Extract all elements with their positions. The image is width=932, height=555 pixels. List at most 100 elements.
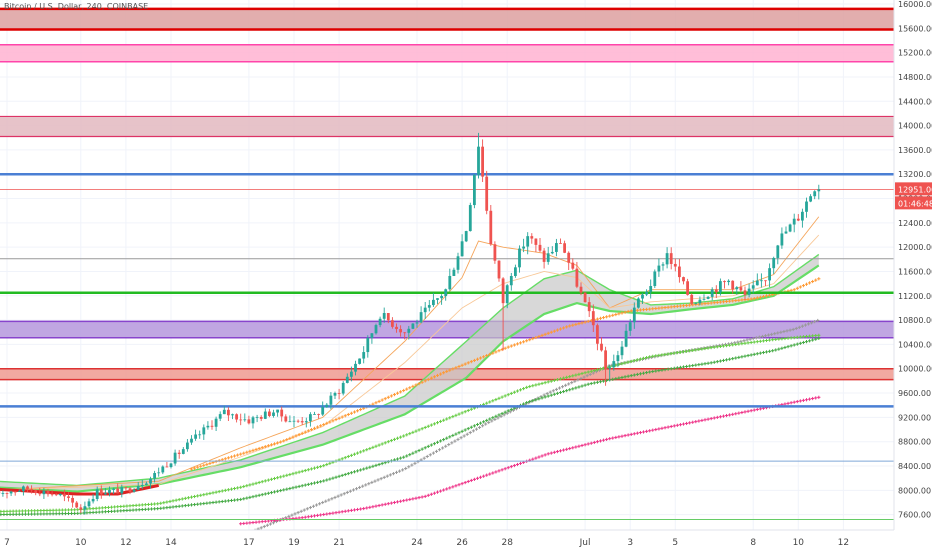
candle-body [375, 325, 378, 333]
candle-body [108, 490, 111, 493]
candle-body [211, 426, 214, 427]
candle-body [129, 488, 132, 492]
candle-body [383, 313, 386, 319]
candle-body [166, 467, 169, 468]
candle-body [428, 305, 431, 308]
candle-body [141, 485, 144, 486]
candle-body [358, 359, 361, 364]
countdown-label: 01:46:48 [898, 199, 932, 208]
candle-body [473, 175, 476, 205]
candle-body [481, 147, 484, 177]
candle-body [760, 280, 763, 281]
time-tick-label: 26 [456, 538, 468, 548]
price-tick-label: 15200.00 [898, 49, 932, 58]
time-tick-label: 21 [333, 538, 344, 548]
candle-body [350, 372, 353, 377]
candle-body [625, 331, 628, 347]
candle-body [776, 245, 779, 257]
candle-body [14, 492, 17, 493]
candle-body [75, 503, 78, 508]
price-tick-label: 11600.00 [898, 267, 932, 276]
symbol-title: Bitcoin / U.S. Dollar, 240, COINBASE [4, 2, 148, 11]
zone-rect [0, 9, 894, 30]
candle-body [235, 414, 238, 419]
candle-body [379, 319, 382, 325]
candle-body [629, 322, 632, 331]
candle-body [489, 211, 492, 244]
candle-body [600, 344, 603, 351]
time-tick-label: Jul [579, 538, 591, 548]
candle-body [498, 261, 501, 279]
time-tick-label: 28 [501, 538, 513, 548]
horizontal-lines-layer [0, 174, 894, 519]
candle-body [26, 486, 29, 489]
time-tick-label: 19 [288, 538, 300, 548]
candle-body [67, 496, 70, 498]
candle-body [182, 449, 185, 454]
candle-body [748, 289, 751, 295]
candle-body [43, 491, 46, 494]
candle-body [133, 490, 136, 492]
price-tick-label: 15600.00 [898, 24, 932, 33]
candle-body [457, 256, 460, 269]
candle-body [330, 396, 333, 405]
candle-body [190, 439, 193, 443]
candle-body [47, 491, 50, 494]
candle-body [448, 276, 451, 289]
candle-body [403, 332, 406, 333]
candle-body [104, 493, 107, 494]
candle-body [571, 263, 574, 269]
candle-body [633, 308, 636, 323]
candle-body [674, 264, 677, 267]
candle-body [71, 498, 74, 503]
candle-body [354, 364, 357, 372]
candle-body [526, 236, 529, 246]
candle-body [153, 473, 156, 479]
time-tick-label: 10 [75, 538, 87, 548]
candle-body [547, 253, 550, 262]
candle-body [198, 434, 201, 435]
grid-lines [0, 0, 894, 530]
candle-body [227, 410, 230, 415]
candle-body [453, 270, 456, 276]
price-tick-label: 9600.00 [898, 389, 931, 398]
candle-body [444, 289, 447, 296]
candle-body [539, 245, 542, 251]
price-axis[interactable]: 16000.0015600.0015200.0014800.0014400.00… [894, 0, 932, 550]
candle-body [22, 486, 25, 491]
candle-body [338, 393, 341, 394]
candle-body [576, 269, 579, 287]
candle-body [387, 313, 390, 320]
candle-body [555, 243, 558, 252]
candle-body [711, 289, 714, 297]
candle-body [280, 410, 283, 417]
price-tick-label: 7600.00 [898, 511, 931, 520]
candle-body [658, 266, 661, 272]
time-tick-label: 5 [672, 538, 678, 548]
candle-body [793, 219, 796, 225]
price-tick-label: 8000.00 [898, 486, 931, 495]
candle-body [662, 264, 665, 265]
candle-body [395, 327, 398, 329]
candle-body [293, 421, 296, 422]
zones-layer [0, 9, 894, 380]
time-tick-label: 24 [411, 538, 423, 548]
candle-body [325, 405, 328, 407]
candle-body [535, 239, 538, 245]
candle-body [252, 417, 255, 423]
candle-body [715, 289, 718, 292]
candle-body [797, 219, 800, 221]
price-tick-label: 10000.00 [898, 365, 932, 374]
candle-body [55, 494, 58, 495]
candle-body [256, 417, 259, 418]
candle-body [346, 377, 349, 383]
candle-body [678, 267, 681, 278]
candle-body [789, 225, 792, 232]
candle-body [666, 253, 669, 264]
candle-body [239, 420, 242, 421]
candle-body [219, 414, 222, 419]
time-tick-label: 8 [750, 538, 756, 548]
